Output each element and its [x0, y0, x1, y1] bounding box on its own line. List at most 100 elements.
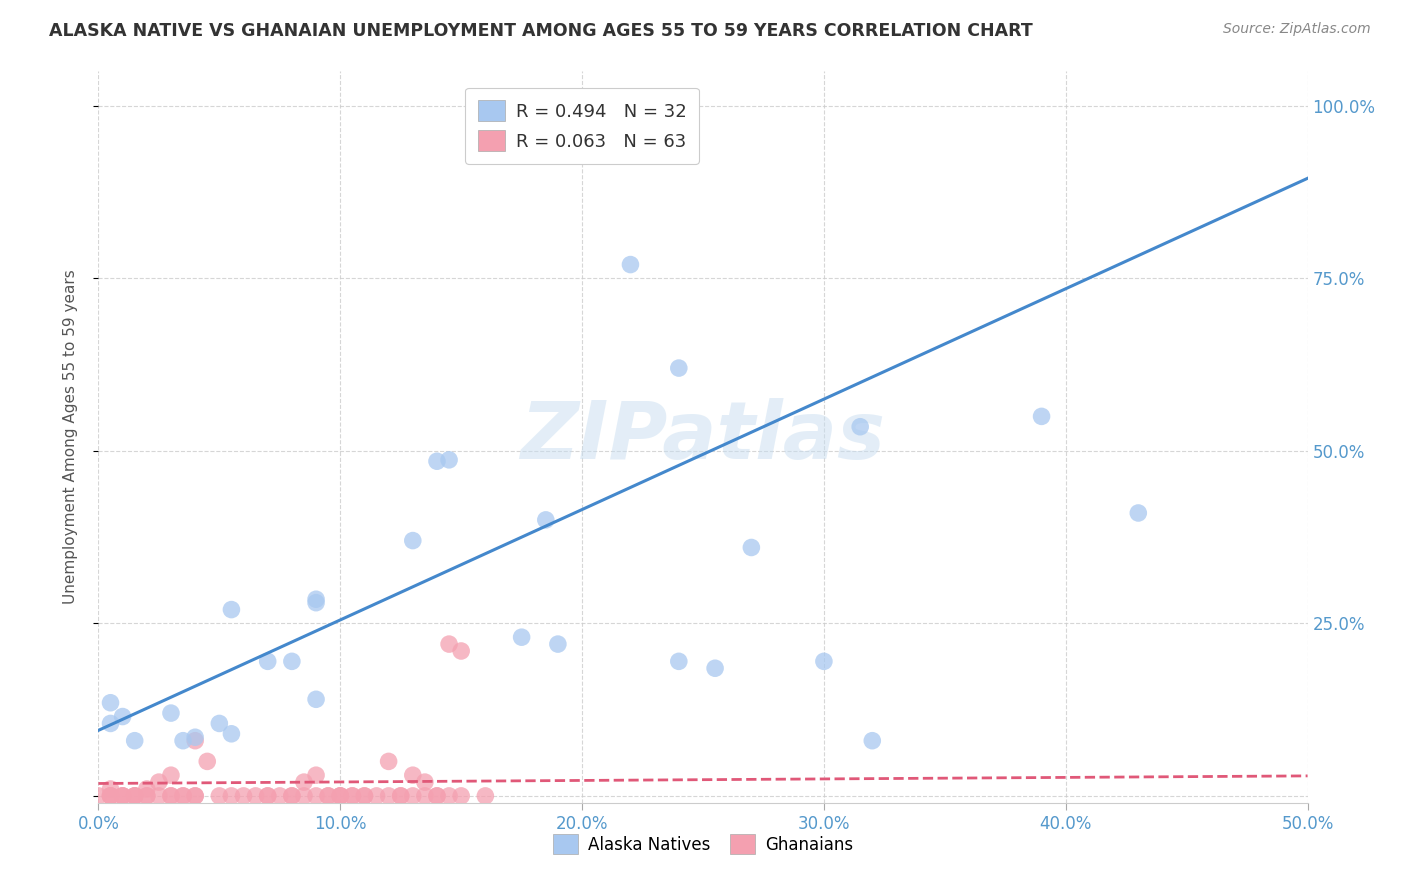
Point — [160, 706, 183, 720]
Point — [426, 789, 449, 803]
Point — [377, 789, 399, 803]
Point — [329, 789, 352, 803]
Point — [160, 768, 183, 782]
Point — [342, 789, 364, 803]
Point — [184, 731, 207, 745]
Point — [100, 696, 122, 710]
Point — [353, 789, 375, 803]
Point — [184, 789, 207, 803]
Point — [172, 733, 194, 747]
Point — [292, 789, 315, 803]
Point — [87, 789, 110, 803]
Point — [437, 789, 460, 803]
Point — [135, 789, 157, 803]
Point — [100, 782, 122, 797]
Point — [124, 789, 146, 803]
Point — [135, 789, 157, 803]
Point — [269, 789, 291, 803]
Point — [124, 789, 146, 803]
Point — [221, 789, 243, 803]
Point — [1128, 506, 1150, 520]
Point — [172, 789, 194, 803]
Point — [402, 768, 425, 782]
Point — [547, 637, 569, 651]
Point — [437, 637, 460, 651]
Point — [353, 789, 375, 803]
Point — [195, 755, 218, 769]
Point — [281, 789, 304, 803]
Point — [1031, 409, 1053, 424]
Point — [100, 716, 122, 731]
Point — [135, 782, 157, 797]
Point — [160, 789, 183, 803]
Point — [668, 361, 690, 376]
Point — [100, 789, 122, 803]
Point — [184, 789, 207, 803]
Point — [413, 775, 436, 789]
Point — [316, 789, 339, 803]
Point — [292, 775, 315, 789]
Point — [305, 592, 328, 607]
Point — [437, 453, 460, 467]
Text: ZIPatlas: ZIPatlas — [520, 398, 886, 476]
Point — [329, 789, 352, 803]
Point — [232, 789, 254, 803]
Point — [245, 789, 267, 803]
Point — [402, 789, 425, 803]
Point — [813, 654, 835, 668]
Point — [281, 789, 304, 803]
Point — [100, 789, 122, 803]
Point — [305, 692, 328, 706]
Point — [389, 789, 412, 803]
Point — [860, 733, 883, 747]
Point — [491, 99, 513, 113]
Point — [124, 733, 146, 747]
Point — [305, 596, 328, 610]
Y-axis label: Unemployment Among Ages 55 to 59 years: Unemployment Among Ages 55 to 59 years — [63, 269, 77, 605]
Point — [534, 513, 557, 527]
Point — [160, 789, 183, 803]
Point — [111, 789, 134, 803]
Point — [221, 727, 243, 741]
Point — [402, 533, 425, 548]
Point — [221, 602, 243, 616]
Point — [184, 733, 207, 747]
Point — [124, 789, 146, 803]
Point — [316, 789, 339, 803]
Point — [849, 419, 872, 434]
Point — [256, 789, 278, 803]
Point — [148, 789, 170, 803]
Point — [329, 789, 352, 803]
Point — [366, 789, 388, 803]
Point — [426, 789, 449, 803]
Point — [305, 789, 328, 803]
Point — [704, 661, 727, 675]
Point — [281, 654, 304, 668]
Point — [389, 789, 412, 803]
Point — [172, 789, 194, 803]
Point — [377, 755, 399, 769]
Point — [208, 716, 231, 731]
Text: ALASKA NATIVE VS GHANAIAN UNEMPLOYMENT AMONG AGES 55 TO 59 YEARS CORRELATION CHA: ALASKA NATIVE VS GHANAIAN UNEMPLOYMENT A… — [49, 22, 1033, 40]
Point — [619, 258, 641, 272]
Legend: Alaska Natives, Ghanaians: Alaska Natives, Ghanaians — [546, 828, 860, 860]
Point — [474, 789, 496, 803]
Point — [305, 768, 328, 782]
Point — [740, 541, 762, 555]
Point — [450, 789, 472, 803]
Point — [510, 630, 533, 644]
Point — [413, 789, 436, 803]
Point — [100, 789, 122, 803]
Text: Source: ZipAtlas.com: Source: ZipAtlas.com — [1223, 22, 1371, 37]
Point — [111, 709, 134, 723]
Point — [668, 654, 690, 668]
Point — [342, 789, 364, 803]
Point — [256, 789, 278, 803]
Point — [256, 654, 278, 668]
Point — [148, 775, 170, 789]
Point — [426, 454, 449, 468]
Point — [111, 789, 134, 803]
Point — [450, 644, 472, 658]
Point — [208, 789, 231, 803]
Point — [111, 789, 134, 803]
